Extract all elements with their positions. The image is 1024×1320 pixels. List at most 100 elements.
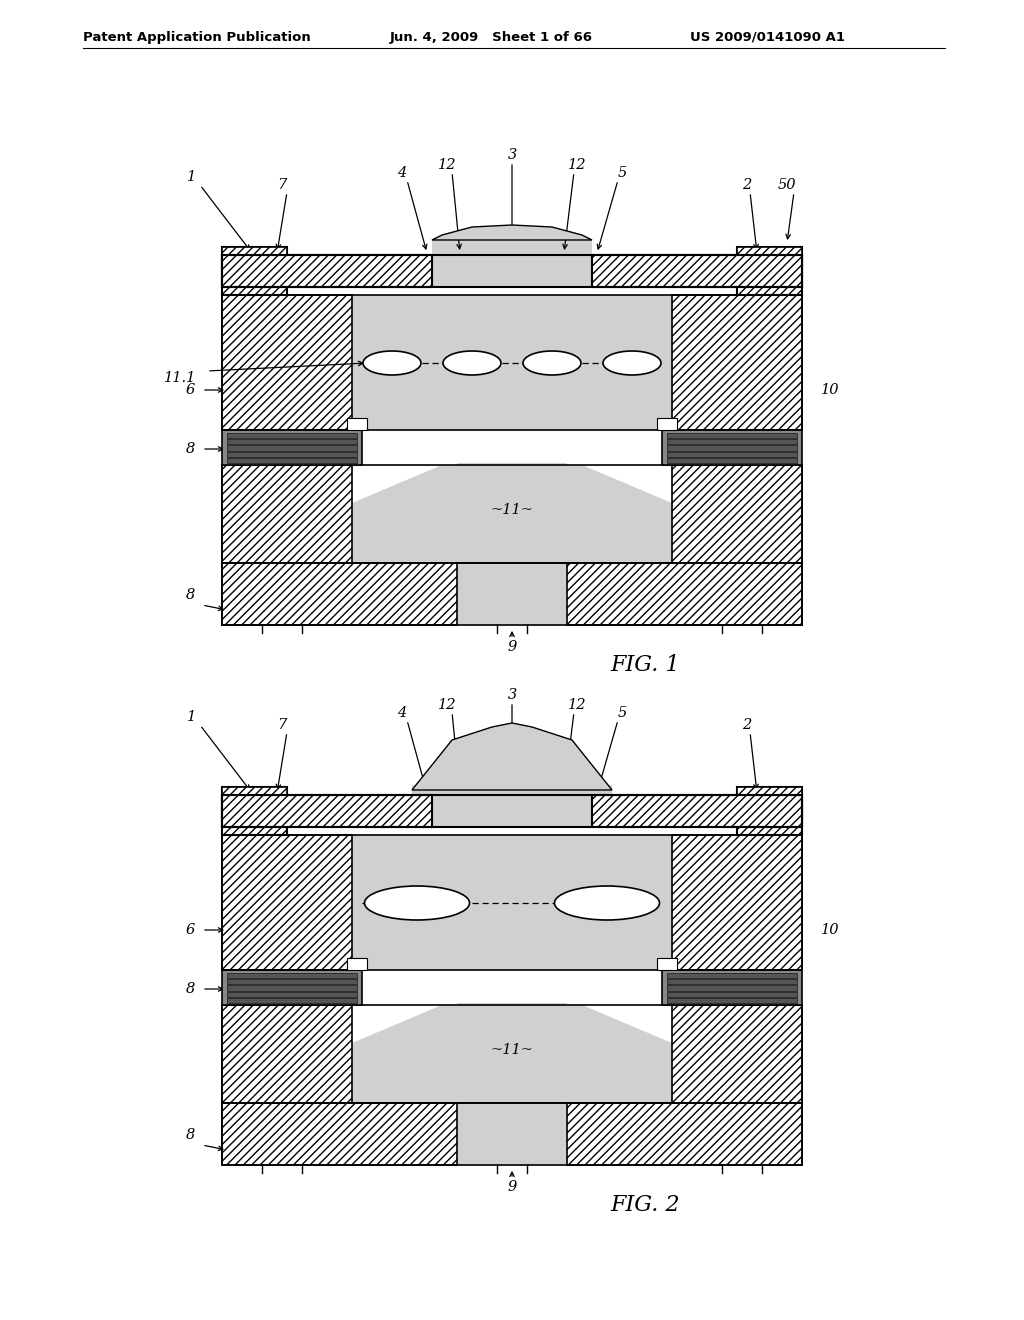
Text: 7: 7 (278, 718, 287, 733)
Text: 12: 12 (567, 158, 587, 172)
Bar (412, 785, 612, 828)
Polygon shape (432, 224, 592, 240)
Text: 6: 6 (185, 923, 195, 937)
Bar (737, 787, 802, 836)
Bar (222, 465, 352, 564)
Bar (662, 430, 802, 465)
Bar (567, 1104, 802, 1166)
Text: 10: 10 (821, 383, 840, 397)
Bar (672, 465, 802, 564)
Bar (657, 958, 677, 970)
Ellipse shape (365, 886, 469, 920)
Bar (222, 1005, 352, 1104)
Text: ~11~: ~11~ (490, 503, 534, 517)
Bar (222, 787, 287, 836)
Bar (667, 979, 797, 985)
Bar (657, 418, 677, 430)
Bar (352, 294, 672, 430)
Bar (667, 973, 797, 978)
Bar (227, 986, 357, 990)
Ellipse shape (362, 351, 421, 375)
Polygon shape (352, 465, 672, 564)
Bar (737, 787, 802, 795)
Text: 3: 3 (507, 688, 517, 702)
Text: 6: 6 (185, 383, 195, 397)
Bar (662, 970, 802, 1005)
Bar (737, 247, 802, 255)
Bar (672, 1005, 802, 1104)
Bar (667, 458, 797, 463)
Text: 8: 8 (185, 587, 195, 602)
Text: FIG. 1: FIG. 1 (610, 653, 680, 676)
Text: US 2009/0141090 A1: US 2009/0141090 A1 (690, 30, 845, 44)
Bar (222, 564, 802, 624)
Bar (347, 418, 367, 430)
Bar (737, 247, 802, 294)
Text: 12: 12 (437, 158, 457, 172)
Text: 10: 10 (821, 923, 840, 937)
Bar (672, 294, 802, 430)
Bar (222, 465, 802, 564)
Bar (567, 564, 802, 624)
Bar (222, 836, 802, 970)
Text: 50: 50 (778, 178, 797, 191)
Text: 8: 8 (185, 442, 195, 455)
Bar (457, 1003, 567, 1166)
Bar (222, 1005, 802, 1104)
Polygon shape (352, 1005, 672, 1104)
Bar (667, 451, 797, 457)
Bar (222, 1104, 802, 1166)
Bar (667, 440, 797, 445)
Bar (667, 998, 797, 1003)
Text: 2: 2 (742, 718, 752, 733)
Bar (667, 991, 797, 997)
Bar (227, 451, 357, 457)
Bar (227, 979, 357, 985)
Bar (222, 247, 287, 294)
Bar (352, 836, 672, 970)
Bar (222, 795, 802, 828)
Bar (222, 255, 802, 286)
Bar (227, 973, 357, 978)
Text: 8: 8 (185, 1129, 195, 1142)
Bar (222, 1104, 457, 1166)
Text: 9: 9 (507, 1180, 517, 1195)
Text: 1: 1 (187, 170, 197, 183)
Ellipse shape (603, 351, 662, 375)
Bar (592, 255, 802, 286)
Bar (222, 430, 362, 465)
Bar (347, 958, 367, 970)
Text: 5: 5 (617, 166, 627, 180)
Bar (227, 445, 357, 450)
Bar (457, 463, 567, 624)
Bar (222, 247, 287, 255)
Text: 4: 4 (397, 166, 407, 180)
Bar (227, 991, 357, 997)
Text: FIG. 2: FIG. 2 (610, 1195, 680, 1216)
Text: 8: 8 (185, 982, 195, 997)
Text: 3: 3 (507, 148, 517, 162)
Bar (222, 787, 287, 795)
Bar (222, 564, 457, 624)
Bar (222, 836, 352, 970)
Bar (227, 440, 357, 445)
Text: Jun. 4, 2009   Sheet 1 of 66: Jun. 4, 2009 Sheet 1 of 66 (390, 30, 593, 44)
Bar (222, 294, 802, 430)
Text: Patent Application Publication: Patent Application Publication (83, 30, 310, 44)
Bar (227, 998, 357, 1003)
Bar (222, 970, 362, 1005)
Text: 12: 12 (437, 698, 457, 711)
Bar (672, 836, 802, 970)
Bar (667, 445, 797, 450)
Ellipse shape (443, 351, 501, 375)
Bar (432, 240, 592, 286)
Polygon shape (412, 723, 612, 789)
Bar (592, 795, 802, 828)
Text: 12: 12 (567, 698, 587, 711)
Ellipse shape (523, 351, 581, 375)
Text: 9: 9 (507, 640, 517, 653)
Text: ~11~: ~11~ (490, 1043, 534, 1057)
Text: 7: 7 (278, 178, 287, 191)
Bar (227, 458, 357, 463)
Bar (227, 433, 357, 438)
